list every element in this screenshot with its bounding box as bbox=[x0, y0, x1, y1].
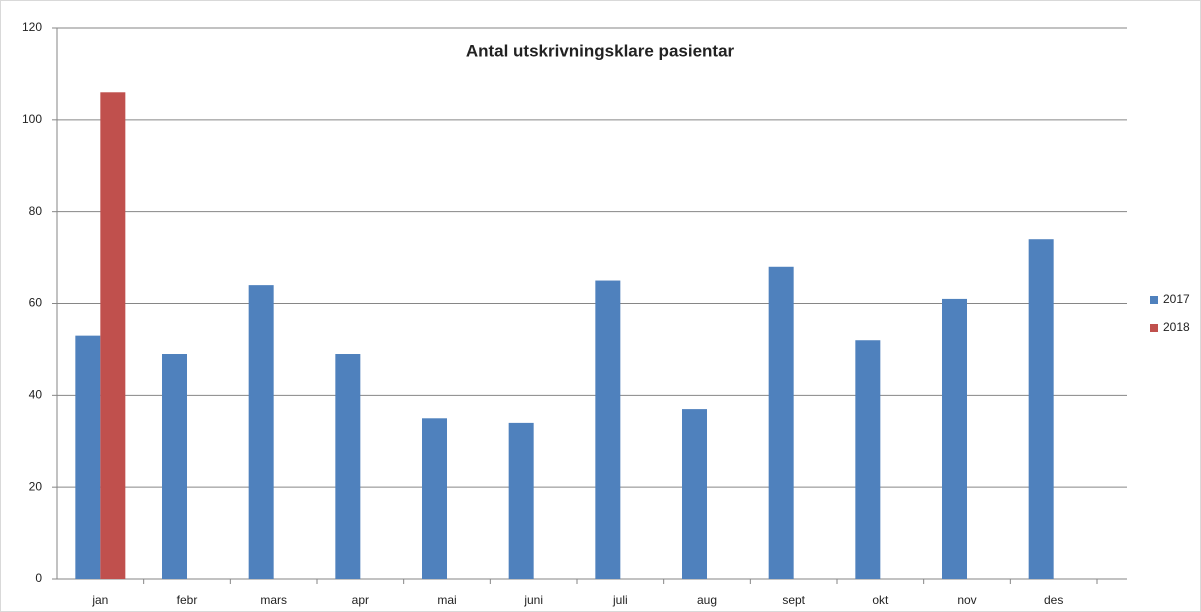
y-tick-label: 80 bbox=[29, 204, 43, 218]
x-tick-label: mars bbox=[260, 593, 287, 607]
bar bbox=[248, 285, 274, 579]
x-tick-label: sept bbox=[782, 593, 805, 607]
bar bbox=[508, 422, 534, 579]
x-tick-label: nov bbox=[957, 593, 976, 607]
bar bbox=[942, 298, 967, 579]
x-tick-label: juni bbox=[523, 593, 543, 607]
bar bbox=[335, 354, 361, 579]
x-tick-label: des bbox=[1044, 593, 1063, 607]
bar bbox=[75, 335, 101, 579]
legend-swatch bbox=[1150, 324, 1158, 332]
x-tick-label: okt bbox=[872, 593, 889, 607]
y-tick-label: 60 bbox=[29, 296, 43, 310]
bar bbox=[682, 409, 707, 579]
bar bbox=[595, 280, 621, 579]
x-tick-label: jan bbox=[91, 593, 108, 607]
y-tick-label: 0 bbox=[35, 571, 42, 585]
chart-title: Antal utskrivningsklare pasientar bbox=[466, 41, 735, 60]
bar bbox=[162, 354, 187, 579]
y-tick-label: 20 bbox=[29, 479, 43, 493]
y-tick-label: 120 bbox=[22, 20, 42, 34]
bar bbox=[1028, 239, 1054, 579]
x-tick-label: mai bbox=[437, 593, 456, 607]
x-tick-label: febr bbox=[177, 593, 198, 607]
bar bbox=[855, 340, 881, 579]
legend-label: 2018 bbox=[1163, 320, 1190, 334]
y-tick-label: 100 bbox=[22, 112, 42, 126]
y-tick-label: 40 bbox=[29, 388, 43, 402]
bar bbox=[422, 418, 447, 579]
bar bbox=[768, 266, 794, 579]
legend-label: 2017 bbox=[1163, 292, 1190, 306]
x-tick-label: apr bbox=[352, 593, 369, 607]
legend-swatch bbox=[1150, 296, 1158, 304]
x-tick-label: aug bbox=[697, 593, 717, 607]
x-tick-label: juli bbox=[612, 593, 628, 607]
bar bbox=[100, 92, 126, 580]
